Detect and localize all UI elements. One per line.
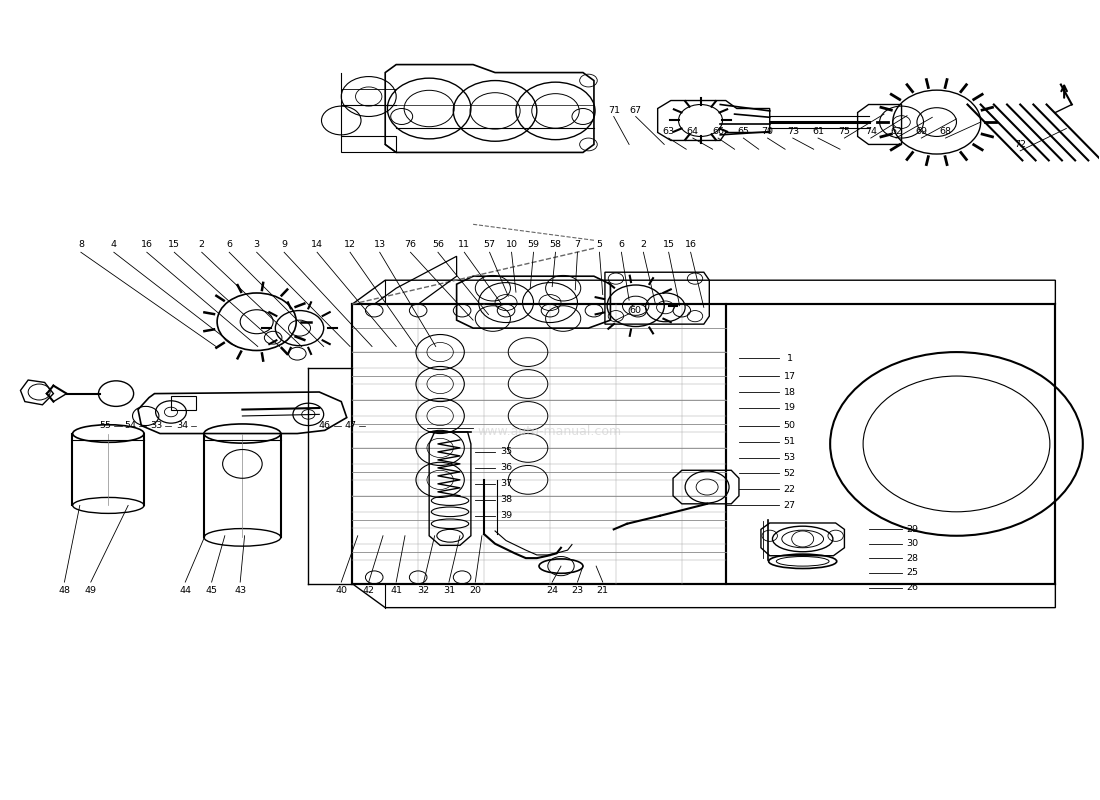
Text: 16: 16 bbox=[684, 240, 696, 249]
Text: 26: 26 bbox=[906, 583, 918, 592]
Text: 39: 39 bbox=[500, 511, 513, 520]
Text: 57: 57 bbox=[484, 240, 496, 249]
Text: 8: 8 bbox=[78, 240, 84, 249]
Text: 38: 38 bbox=[500, 495, 513, 504]
Text: 9: 9 bbox=[282, 240, 287, 249]
Text: 68: 68 bbox=[939, 127, 952, 136]
Text: 13: 13 bbox=[374, 240, 386, 249]
Text: 21: 21 bbox=[596, 586, 608, 594]
Text: 33: 33 bbox=[151, 421, 163, 430]
Text: 10: 10 bbox=[506, 240, 517, 249]
Text: 49: 49 bbox=[85, 586, 97, 594]
Text: 71: 71 bbox=[607, 106, 619, 114]
Text: 55: 55 bbox=[99, 421, 111, 430]
Text: 1: 1 bbox=[786, 354, 792, 363]
Text: 19: 19 bbox=[783, 403, 795, 413]
Text: 30: 30 bbox=[906, 539, 918, 548]
Text: 42: 42 bbox=[363, 586, 375, 594]
Text: 50: 50 bbox=[783, 421, 795, 430]
Text: 36: 36 bbox=[500, 463, 513, 472]
Text: 2: 2 bbox=[199, 240, 205, 249]
Text: 69: 69 bbox=[915, 127, 927, 136]
Text: 32: 32 bbox=[418, 586, 430, 594]
Text: 3: 3 bbox=[254, 240, 260, 249]
Text: 17: 17 bbox=[783, 371, 795, 381]
Text: 23: 23 bbox=[571, 586, 583, 594]
Text: 54: 54 bbox=[124, 421, 136, 430]
Text: 65: 65 bbox=[737, 127, 749, 136]
Text: 31: 31 bbox=[443, 586, 455, 594]
Text: 25: 25 bbox=[906, 568, 918, 577]
Text: 2: 2 bbox=[640, 240, 647, 249]
Text: 12: 12 bbox=[344, 240, 356, 249]
Text: 37: 37 bbox=[500, 479, 513, 488]
Text: 73: 73 bbox=[786, 127, 799, 136]
Text: 43: 43 bbox=[234, 586, 246, 594]
Text: 16: 16 bbox=[141, 240, 153, 249]
Text: 72: 72 bbox=[1014, 140, 1026, 149]
Text: 44: 44 bbox=[179, 586, 191, 594]
Text: 11: 11 bbox=[459, 240, 471, 249]
Text: 75: 75 bbox=[838, 127, 850, 136]
Text: 28: 28 bbox=[906, 554, 918, 562]
Text: 45: 45 bbox=[206, 586, 218, 594]
Text: 35: 35 bbox=[500, 447, 513, 457]
Text: 40: 40 bbox=[336, 586, 348, 594]
Text: 4: 4 bbox=[111, 240, 117, 249]
Text: 29: 29 bbox=[906, 525, 918, 534]
Text: 52: 52 bbox=[783, 469, 795, 478]
Text: 34: 34 bbox=[176, 421, 188, 430]
Text: 15: 15 bbox=[662, 240, 674, 249]
Text: 20: 20 bbox=[470, 586, 482, 594]
Text: 41: 41 bbox=[390, 586, 403, 594]
Text: 59: 59 bbox=[528, 240, 539, 249]
Text: 66: 66 bbox=[712, 127, 724, 136]
Text: 76: 76 bbox=[405, 240, 417, 249]
Text: 48: 48 bbox=[58, 586, 70, 594]
Text: 27: 27 bbox=[783, 501, 795, 510]
Text: 15: 15 bbox=[168, 240, 180, 249]
Text: 46: 46 bbox=[319, 421, 331, 430]
Text: www.auto-manual.com: www.auto-manual.com bbox=[477, 426, 623, 438]
Text: 70: 70 bbox=[761, 127, 773, 136]
Text: 74: 74 bbox=[865, 127, 877, 136]
Text: 18: 18 bbox=[783, 387, 795, 397]
Text: 67: 67 bbox=[629, 106, 641, 114]
Text: 22: 22 bbox=[783, 485, 795, 494]
Text: 14: 14 bbox=[311, 240, 323, 249]
Text: 5: 5 bbox=[596, 240, 603, 249]
Text: 6: 6 bbox=[227, 240, 232, 249]
Text: 64: 64 bbox=[686, 127, 698, 136]
Text: 58: 58 bbox=[550, 240, 561, 249]
Text: 47: 47 bbox=[344, 421, 356, 430]
Text: 51: 51 bbox=[783, 437, 795, 446]
Text: 6: 6 bbox=[618, 240, 625, 249]
Text: 7: 7 bbox=[574, 240, 581, 249]
Text: 63: 63 bbox=[662, 127, 674, 136]
Text: 61: 61 bbox=[812, 127, 824, 136]
Text: 24: 24 bbox=[547, 586, 558, 594]
Text: 56: 56 bbox=[432, 240, 444, 249]
Text: 62: 62 bbox=[890, 127, 902, 136]
Text: 53: 53 bbox=[783, 453, 795, 462]
Text: 60: 60 bbox=[629, 306, 641, 315]
